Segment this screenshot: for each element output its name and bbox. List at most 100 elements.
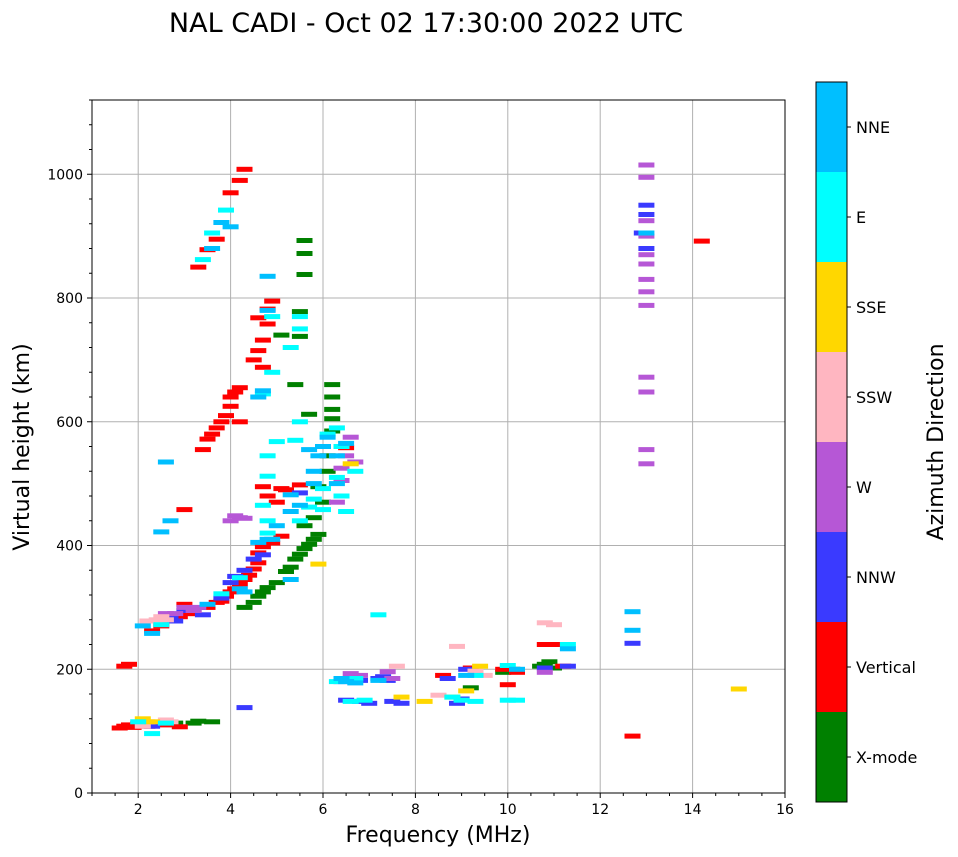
- data-point-vertical: [259, 493, 276, 499]
- data-point-e: [144, 731, 161, 737]
- data-point-w: [638, 389, 655, 395]
- data-point-vertical: [222, 589, 239, 595]
- x-tick-label: 6: [319, 802, 328, 818]
- data-point-vertical: [185, 611, 202, 617]
- data-point-e: [328, 474, 345, 480]
- data-point-nne: [236, 589, 253, 595]
- data-point-x-mode: [301, 541, 318, 547]
- data-point-w: [638, 374, 655, 380]
- data-point-w: [342, 671, 359, 677]
- data-point-e: [301, 504, 318, 510]
- data-point-nne: [162, 518, 179, 524]
- data-point-vertical: [264, 540, 281, 546]
- data-point-nnw: [194, 612, 211, 618]
- data-point-nne: [338, 679, 355, 685]
- colorbar-segment: [816, 532, 847, 622]
- data-point-e: [204, 230, 221, 236]
- data-point-e: [319, 431, 336, 437]
- data-point-ssw: [157, 617, 174, 623]
- data-point-w: [333, 478, 350, 483]
- data-point-x-mode: [204, 719, 221, 725]
- data-point-sse: [393, 694, 410, 700]
- data-point-e: [291, 518, 308, 524]
- colorbar-tick-label: Vertical: [856, 658, 916, 677]
- data-point-nnw: [449, 700, 465, 706]
- data-point-vertical: [190, 264, 207, 270]
- data-point-vertical: [231, 419, 248, 425]
- data-point-vertical: [176, 601, 193, 607]
- y-axis: 0 200 400 600 800 1000: [47, 99, 92, 802]
- data-point-e: [347, 468, 364, 474]
- x-axis-label: Frequency (MHz): [346, 823, 531, 848]
- data-point-nne: [509, 666, 525, 672]
- data-point-w: [638, 461, 655, 467]
- data-point-e: [444, 694, 461, 700]
- data-point-w: [638, 289, 655, 295]
- data-point-ssw: [134, 723, 151, 729]
- data-point-nne: [282, 492, 299, 498]
- data-point-ssw: [536, 620, 553, 626]
- data-point-vertical: [250, 315, 267, 321]
- data-point-x-mode: [310, 531, 327, 537]
- data-point-ssw: [148, 617, 165, 623]
- data-point-e: [157, 720, 174, 726]
- data-point-w: [638, 276, 655, 282]
- colorbar-tick-label: X-mode: [856, 748, 917, 767]
- data-point-w: [638, 447, 655, 453]
- data-point-nnw: [176, 608, 193, 613]
- data-point-ssw: [153, 614, 170, 620]
- data-point-e: [315, 486, 331, 492]
- data-point-x-mode: [254, 589, 271, 595]
- y-tick-label: 800: [56, 291, 83, 307]
- data-point-nne: [250, 394, 267, 400]
- data-point-sse: [342, 461, 359, 467]
- data-point-x-mode: [291, 333, 308, 339]
- data-point-w: [227, 513, 244, 519]
- data-point-vertical: [121, 661, 137, 667]
- data-point-x-mode: [291, 309, 308, 315]
- data-point-ssw: [139, 618, 156, 624]
- data-point-vertical: [536, 642, 553, 647]
- data-point-x-mode: [278, 569, 294, 574]
- data-point-w: [638, 233, 655, 239]
- data-point-nnw: [638, 212, 655, 217]
- data-point-w: [176, 604, 193, 610]
- data-point-w: [328, 499, 345, 505]
- data-point-vertical: [231, 385, 248, 391]
- y-tick-label: 1000: [47, 167, 83, 183]
- data-point-x-mode: [324, 406, 341, 412]
- colorbar: X-mode Vertical NNW W SSW SSE E NNE: [815, 81, 917, 803]
- data-point-nne: [338, 440, 355, 446]
- data-point-nne: [204, 246, 221, 251]
- data-point-w: [536, 669, 553, 675]
- data-point-x-mode: [287, 556, 304, 562]
- data-point-e: [342, 698, 359, 704]
- data-point-nnw: [638, 246, 655, 251]
- data-point-nnw: [384, 698, 401, 704]
- x-tick-label: 2: [134, 802, 143, 818]
- data-point-sse: [416, 698, 433, 704]
- data-point-x-mode: [190, 718, 207, 724]
- data-point-vertical: [236, 166, 253, 172]
- data-point-x-mode: [268, 580, 285, 586]
- x-axis: 2 4 6 8 10 12 14 16: [91, 793, 794, 818]
- data-point-x-mode: [296, 523, 313, 529]
- data-point-nne: [624, 627, 641, 633]
- data-point-nnw: [559, 663, 576, 669]
- data-point-w: [638, 218, 655, 224]
- x-tick-label: 4: [226, 802, 235, 818]
- data-point-e: [499, 697, 516, 703]
- data-point-vertical: [222, 190, 239, 196]
- data-point-vertical: [273, 533, 290, 539]
- y-tick-label: 600: [56, 415, 83, 431]
- data-point-nnw: [393, 700, 410, 706]
- data-point-vertical: [208, 425, 225, 431]
- data-point-sse: [144, 719, 161, 725]
- data-point-w: [638, 174, 655, 180]
- data-point-e: [264, 314, 281, 320]
- data-point-e: [347, 676, 364, 681]
- data-point-ssw: [476, 672, 493, 678]
- data-point-e: [282, 345, 299, 350]
- data-point-x-mode: [305, 536, 322, 542]
- data-point-nnw: [638, 202, 655, 208]
